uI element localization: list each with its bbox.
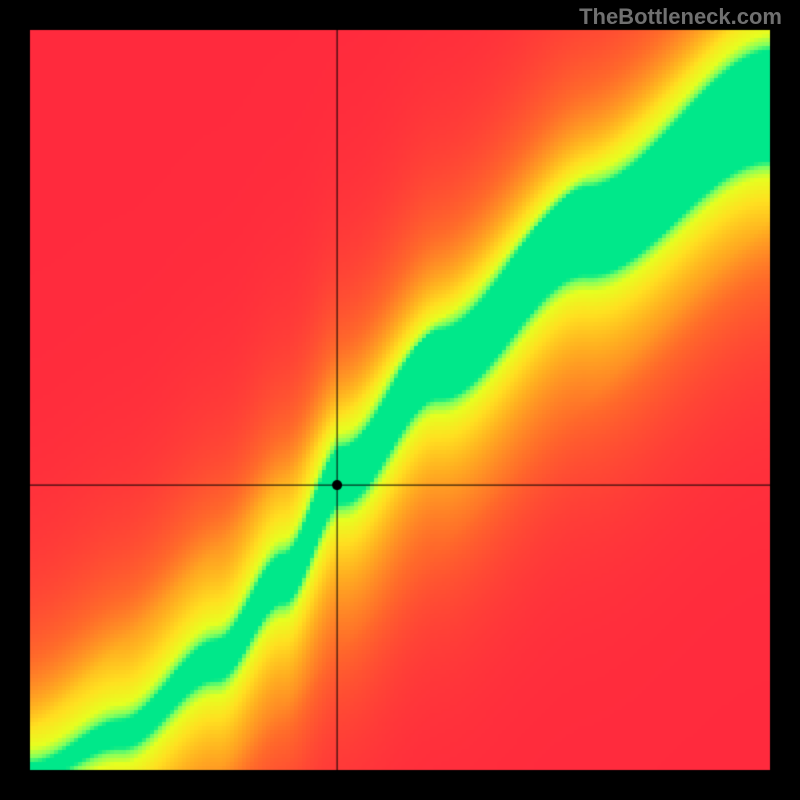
heatmap-canvas: [0, 0, 800, 800]
watermark-text: TheBottleneck.com: [579, 4, 782, 30]
